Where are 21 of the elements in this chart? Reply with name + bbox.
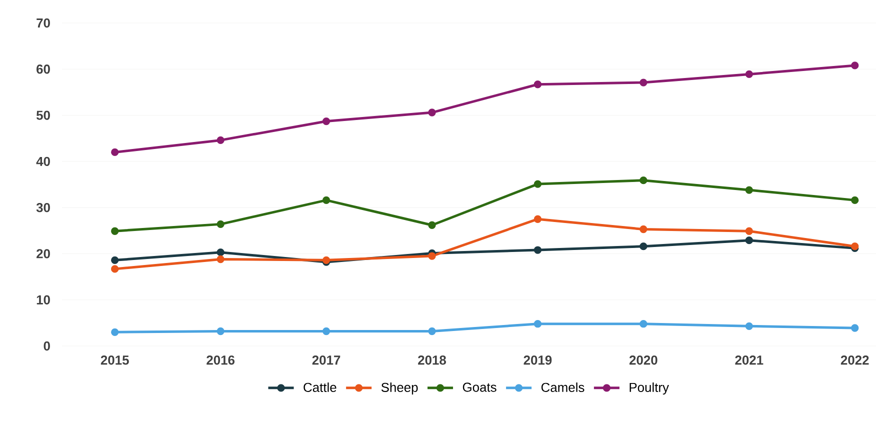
legend-label: Cattle xyxy=(304,382,336,392)
y-tick-label: 70 xyxy=(36,18,50,28)
legend-label: Sheep xyxy=(381,382,418,395)
x-tick-label: 2015 xyxy=(100,356,129,365)
x-tick-label: 2018 xyxy=(418,356,446,365)
x-tick-label: 2019 xyxy=(524,356,552,365)
x-tick-label: 2021 xyxy=(735,356,764,365)
y-tick-label: 20 xyxy=(36,249,50,258)
legend-label: Goats xyxy=(462,382,496,392)
legend-label: Camels xyxy=(541,382,584,392)
x-tick-label: 2020 xyxy=(629,356,658,365)
x-tick-label: 2016 xyxy=(206,356,234,365)
y-tick-label: 50 xyxy=(36,110,50,120)
y-tick-label: 40 xyxy=(36,156,50,166)
x-tick-label: 2017 xyxy=(312,356,340,365)
y-tick-label: 30 xyxy=(36,202,50,212)
y-tick-label: 60 xyxy=(36,64,50,74)
x-tick-label: 2022 xyxy=(840,356,869,365)
y-tick-label: 10 xyxy=(36,295,50,304)
legend-label: Poultry xyxy=(630,382,669,395)
y-tick-label: 0 xyxy=(44,341,50,351)
